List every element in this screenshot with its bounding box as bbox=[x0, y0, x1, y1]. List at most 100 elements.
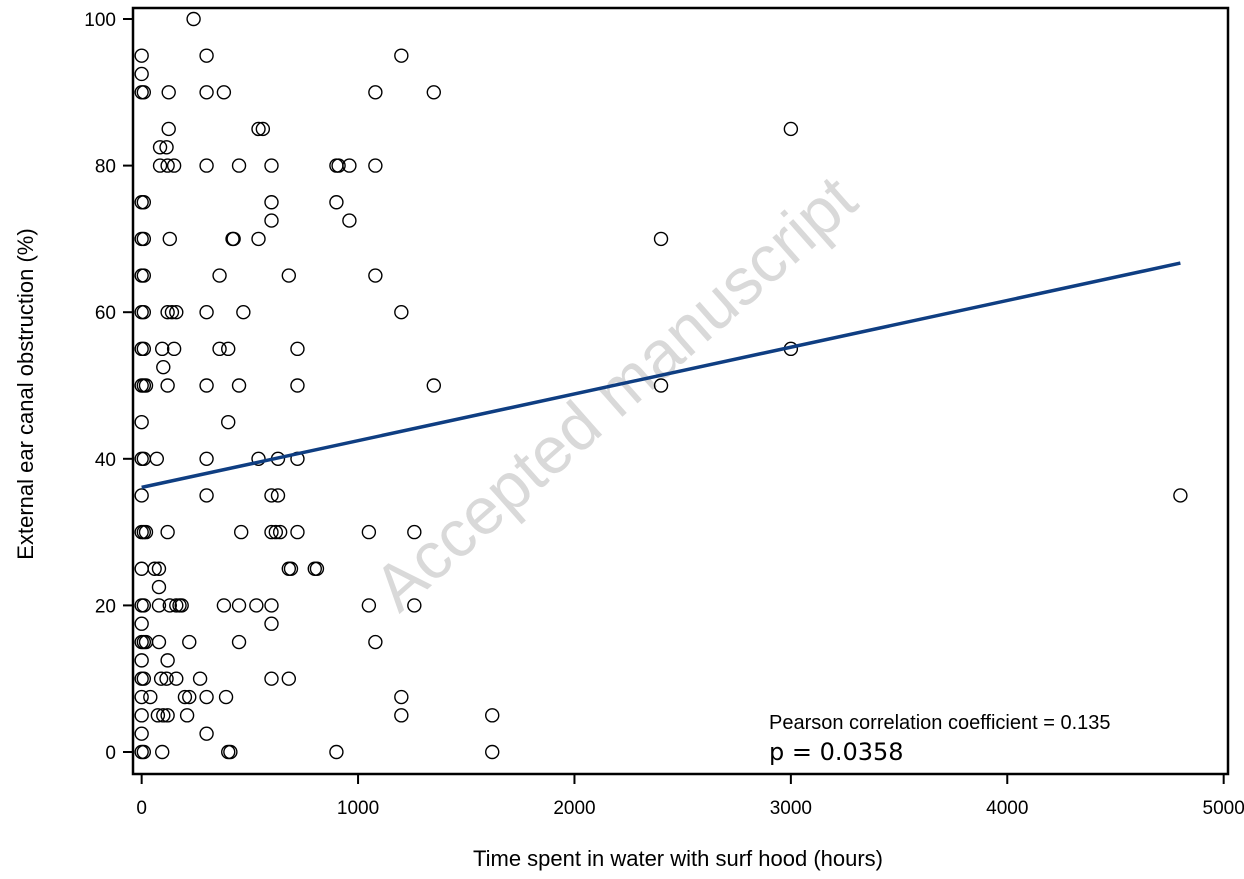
data-point bbox=[155, 744, 170, 760]
y-tick-label: 80 bbox=[95, 157, 116, 178]
data-point bbox=[234, 524, 249, 540]
data-point bbox=[342, 158, 357, 173]
data-point bbox=[251, 231, 266, 247]
y-tick-label: 20 bbox=[95, 596, 116, 617]
data-point bbox=[264, 213, 279, 228]
x-tick-label: 5000 bbox=[1203, 798, 1244, 819]
data-point bbox=[407, 598, 422, 613]
data-point bbox=[361, 524, 377, 540]
data-point bbox=[329, 744, 344, 760]
data-point bbox=[182, 689, 197, 705]
data-point bbox=[134, 561, 149, 576]
data-point bbox=[134, 726, 149, 741]
data-point bbox=[221, 414, 236, 430]
y-tick-label: 0 bbox=[105, 743, 116, 764]
data-point bbox=[162, 598, 177, 613]
data-point bbox=[152, 140, 168, 155]
data-point bbox=[151, 579, 167, 595]
data-point bbox=[164, 305, 180, 320]
data-point bbox=[160, 708, 175, 723]
p-value-annotation: p = 0.0358 bbox=[769, 738, 904, 766]
data-point bbox=[281, 671, 297, 686]
data-point bbox=[166, 158, 182, 173]
data-point bbox=[138, 378, 154, 393]
data-point bbox=[153, 671, 169, 686]
data-point bbox=[136, 671, 152, 686]
x-tick-label: 2000 bbox=[553, 798, 595, 819]
data-point bbox=[264, 616, 279, 631]
data-point bbox=[281, 268, 297, 283]
axes-layer: 0 1000 2000 3000 4000 5000 0 20 40 60 80 100 bbox=[84, 10, 1244, 819]
data-point bbox=[182, 634, 197, 650]
data-point bbox=[331, 158, 346, 173]
data-point bbox=[426, 85, 442, 100]
data-point bbox=[225, 231, 240, 247]
data-point bbox=[134, 488, 149, 503]
data-point bbox=[223, 744, 238, 760]
data-point bbox=[169, 598, 184, 613]
data-point bbox=[150, 708, 166, 723]
data-point bbox=[179, 708, 195, 723]
data-point bbox=[264, 598, 279, 613]
data-point bbox=[231, 158, 247, 173]
data-point bbox=[290, 378, 305, 393]
data-point bbox=[151, 561, 167, 576]
watermark-layer: Accepted manuscript bbox=[359, 161, 870, 625]
y-tick-label: 40 bbox=[95, 450, 116, 471]
data-point bbox=[394, 305, 409, 320]
data-point bbox=[368, 634, 383, 650]
data-point bbox=[264, 671, 279, 686]
x-axis-label: Time spent in water with surf hood (hour… bbox=[473, 846, 883, 871]
data-point bbox=[136, 195, 152, 210]
data-point bbox=[290, 524, 305, 540]
data-point bbox=[151, 634, 167, 650]
data-point bbox=[251, 121, 266, 137]
data-point bbox=[485, 708, 500, 723]
data-point bbox=[199, 726, 214, 741]
data-point bbox=[212, 341, 227, 357]
data-point bbox=[199, 85, 214, 100]
data-point bbox=[134, 48, 149, 63]
data-point bbox=[329, 195, 344, 210]
x-tick-label: 1000 bbox=[337, 798, 379, 819]
x-tick-label: 3000 bbox=[770, 798, 812, 819]
x-tick-label: 0 bbox=[136, 798, 147, 819]
data-point bbox=[231, 378, 247, 393]
data-point bbox=[251, 451, 266, 467]
data-point bbox=[159, 671, 174, 686]
data-point bbox=[290, 341, 305, 357]
data-point bbox=[162, 231, 177, 247]
data-point bbox=[134, 414, 149, 430]
data-point bbox=[394, 48, 409, 63]
data-point bbox=[199, 689, 214, 705]
data-point bbox=[368, 158, 383, 173]
data-point bbox=[143, 689, 158, 705]
data-point bbox=[1173, 488, 1188, 503]
trend-layer bbox=[141, 261, 1181, 490]
data-point bbox=[264, 524, 279, 540]
data-point bbox=[394, 689, 409, 705]
data-point bbox=[361, 598, 377, 613]
watermark: Accepted manuscript bbox=[359, 161, 870, 625]
data-point bbox=[147, 561, 162, 576]
data-point bbox=[134, 689, 149, 705]
data-point bbox=[249, 598, 264, 613]
data-point bbox=[231, 598, 247, 613]
x-tick-label: 4000 bbox=[986, 798, 1028, 819]
data-point bbox=[221, 341, 236, 357]
data-point bbox=[264, 195, 279, 210]
pearson-annotation: Pearson correlation coefficient = 0.135 bbox=[769, 712, 1111, 734]
data-point bbox=[149, 451, 165, 467]
data-point bbox=[136, 744, 152, 760]
data-point bbox=[216, 85, 232, 100]
data-point bbox=[342, 213, 357, 228]
data-point bbox=[231, 634, 247, 650]
data-point bbox=[151, 598, 167, 613]
data-point bbox=[136, 268, 152, 283]
data-point bbox=[136, 598, 152, 613]
data-point bbox=[134, 653, 149, 668]
data-point bbox=[166, 341, 182, 357]
data-point bbox=[212, 268, 227, 283]
data-point bbox=[159, 140, 174, 155]
